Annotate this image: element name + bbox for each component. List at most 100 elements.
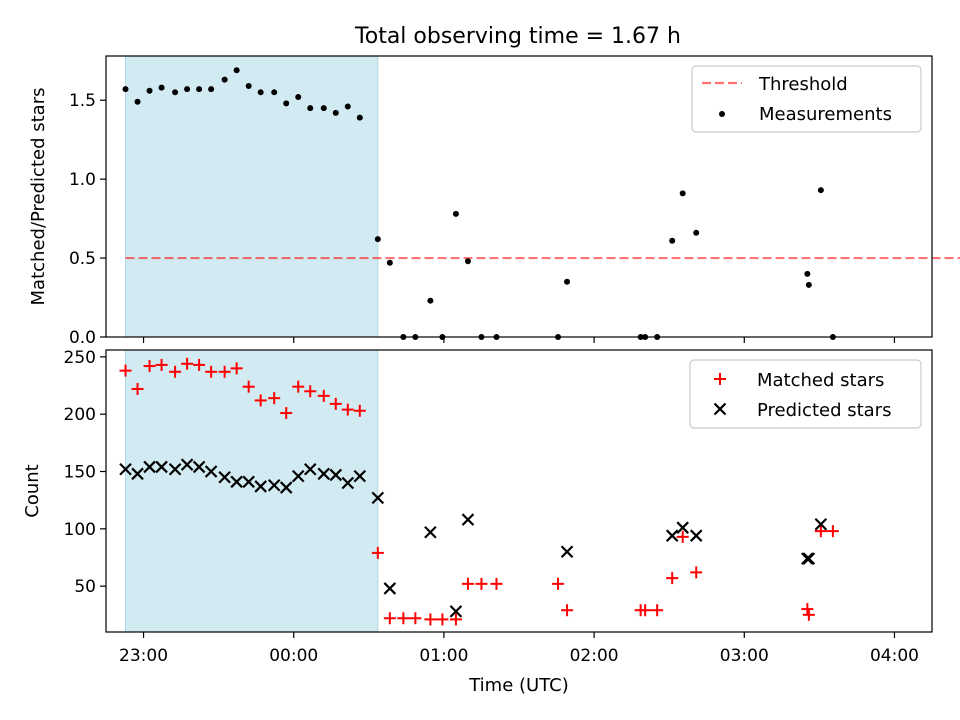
predicted-star-point — [329, 468, 343, 482]
predicted-star-point — [291, 469, 305, 483]
measurement-point — [271, 89, 278, 96]
matched-star-point — [676, 530, 689, 543]
ratio-axes-frame — [105, 55, 933, 338]
matched-star-point — [397, 612, 410, 625]
matched-star-point — [317, 389, 330, 402]
matched-star-point — [666, 572, 679, 585]
measurement-point — [805, 281, 812, 288]
matched-star-point — [353, 404, 366, 417]
predicted-star-point — [317, 467, 331, 481]
cross-stroke — [713, 402, 727, 416]
count-x-tick-label: 23:00 — [119, 646, 168, 666]
matched-star-point — [254, 394, 267, 407]
predicted-star-point — [131, 467, 144, 481]
cross-stroke — [802, 552, 816, 565]
matched-star-point — [329, 397, 342, 410]
legend-predicted-label: Predicted stars — [757, 400, 891, 421]
measurement-point — [221, 76, 228, 83]
cross-stroke — [383, 582, 397, 595]
measurement-point — [158, 84, 165, 91]
matched-star-point — [802, 608, 815, 621]
matched-star-point — [268, 392, 281, 405]
count-x-tick-label: 02:00 — [570, 646, 619, 666]
measurement-point — [146, 87, 153, 94]
measurement-point — [196, 86, 203, 93]
ratio-y-tick-label: 0.0 — [69, 328, 96, 348]
ratio-panel: 0.0 0.5 1.0 1.5 Matched/Predicted stars Thr… — [28, 55, 960, 348]
measurement-point — [320, 105, 327, 112]
matched-star-point — [218, 365, 231, 378]
predicted-star-point — [560, 545, 574, 559]
measurement-point — [356, 114, 363, 121]
measurement-point — [817, 187, 824, 194]
ratio-y-ticks: 0.0 0.5 1.0 1.5 — [69, 91, 106, 348]
measurement-point — [208, 86, 215, 93]
measurement-point — [374, 236, 381, 243]
matched-star-point — [801, 603, 814, 616]
count-legend: Matched stars Predicted stars — [689, 359, 922, 429]
matched-star-point — [169, 365, 182, 378]
matched-star-point — [383, 612, 396, 625]
predicted-star-point — [168, 462, 182, 476]
cross-stroke — [291, 469, 305, 483]
count-legend-box — [689, 359, 922, 429]
predicted-star-point — [341, 476, 355, 490]
measurement-point — [564, 278, 571, 285]
observing-window-shade-top — [125, 55, 379, 338]
matched-star-point — [304, 385, 317, 398]
cross-stroke — [665, 529, 679, 542]
cross-stroke — [143, 460, 156, 474]
predicted-star-point — [449, 605, 463, 618]
predicted-star-point — [802, 552, 816, 565]
cross-stroke — [353, 469, 367, 483]
predicted-star-point — [424, 525, 437, 539]
predicted-star-point — [267, 478, 281, 492]
matched-star-point — [292, 380, 305, 393]
matched-star-point — [475, 577, 488, 590]
predicted-star-point — [192, 460, 206, 474]
matched-star-point — [341, 403, 354, 416]
cross-stroke — [676, 521, 689, 534]
cross-stroke — [180, 458, 194, 471]
predicted-star-point — [254, 480, 267, 493]
measurement-point — [283, 100, 290, 107]
ratio-y-tick-label: 1.5 — [69, 91, 96, 111]
count-y-ticks: 50 100 150 200 250 — [64, 348, 106, 597]
matched-star-point — [449, 613, 462, 626]
matched-star-point — [280, 407, 293, 420]
count-y-tick-label: 250 — [64, 348, 96, 368]
measurement-point — [122, 86, 129, 93]
cross-stroke — [814, 517, 828, 531]
matched-star-point — [424, 613, 437, 626]
cross-stroke — [168, 462, 182, 476]
cross-stroke — [329, 468, 343, 482]
cross-stroke — [131, 467, 144, 481]
matched-star-point — [371, 546, 384, 559]
measurement-point — [679, 190, 686, 197]
matched-star-point — [181, 357, 194, 370]
count-x-tick-label: 01:00 — [419, 646, 468, 666]
cross-stroke — [461, 513, 475, 526]
cross-stroke — [267, 478, 281, 492]
count-y-tick-label: 100 — [64, 520, 96, 540]
measurement-point — [134, 98, 141, 105]
cross-stroke — [204, 465, 218, 478]
cross-stroke — [254, 480, 267, 493]
legend-matched-label: Matched stars — [757, 370, 884, 391]
matched-star-point — [561, 604, 574, 617]
x-axis-label: Time (UTC) — [468, 675, 569, 696]
legend-matched-swatch — [714, 373, 726, 385]
ratio-x-ticks — [142, 337, 896, 343]
legend-threshold-label: Threshold — [758, 74, 848, 95]
count-y-tick-label: 150 — [64, 463, 96, 483]
count-x-tick-label: 04:00 — [870, 646, 919, 666]
matched-star-point — [461, 577, 474, 590]
predicted-star-point — [303, 462, 317, 476]
count-axes-frame — [105, 349, 933, 633]
cross-stroke — [119, 462, 132, 476]
matched-star-points — [119, 357, 839, 626]
measurement-point — [307, 105, 314, 112]
measurement-point — [172, 89, 179, 96]
predicted-star-point — [218, 470, 231, 484]
